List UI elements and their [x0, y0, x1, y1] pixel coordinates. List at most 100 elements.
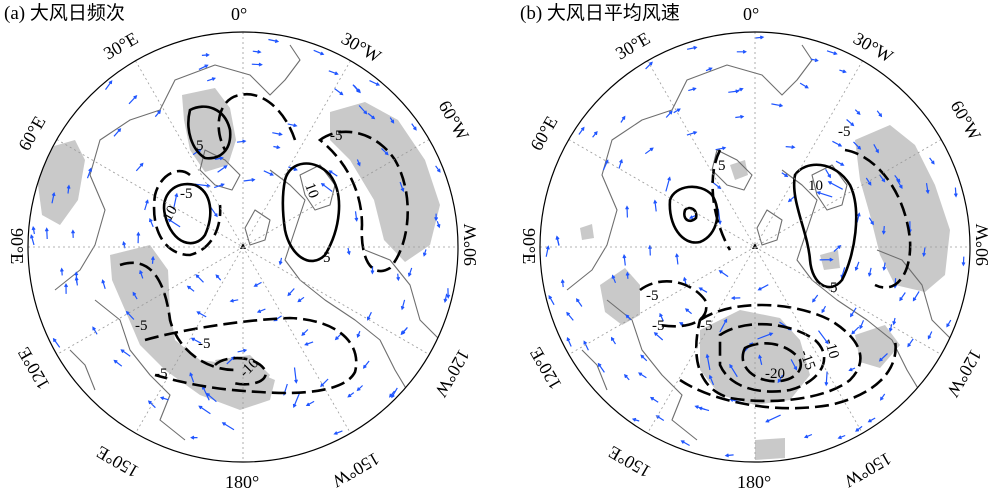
lon-label-90e: 90°E [519, 228, 539, 264]
wind-vector-arrow [876, 110, 883, 118]
wind-vector-arrow [354, 211, 359, 222]
wind-vector-arrow [273, 145, 281, 150]
wind-vector-arrow [205, 392, 217, 403]
wind-vector-arrow [268, 38, 280, 43]
wind-vector-arrow [625, 271, 630, 279]
wind-vector-arrow [446, 288, 451, 299]
wind-vector-arrow [755, 35, 765, 40]
wind-vector-arrow [367, 311, 372, 321]
wind-vector-arrow [622, 254, 627, 266]
lon-label-90w: 90°W [972, 224, 992, 266]
panel-a-map-boundary [27, 31, 459, 463]
wind-vector-arrow [101, 279, 106, 289]
lon-label-60w: 60°W [947, 97, 985, 144]
wind-vector-arrow [812, 294, 819, 303]
wind-vector-arrow [625, 205, 630, 218]
wind-vector-arrow [851, 326, 860, 335]
wind-vector-arrow [922, 247, 926, 257]
wind-vector-arrow [878, 353, 888, 362]
wind-vector-arrow [736, 87, 744, 92]
wind-vector-arrow [215, 274, 222, 281]
wind-vector-arrow [816, 191, 833, 198]
wind-vector-arrow [602, 159, 609, 171]
contour-label: -5 [652, 318, 665, 334]
wind-vector-arrow [620, 115, 626, 123]
wind-vector-arrow [819, 257, 834, 262]
wind-vector-arrow [790, 359, 797, 371]
wind-vector-arrow [201, 53, 210, 58]
wind-vector-arrow [243, 177, 256, 182]
wind-vector-arrow [135, 162, 144, 172]
wind-vector-arrow [818, 330, 829, 345]
wind-vector-arrow [362, 360, 370, 369]
wind-vector-arrow [825, 168, 831, 179]
contour-label: -20 [765, 366, 785, 382]
wind-vector-arrow [221, 422, 235, 431]
lon-label-60e: 60°E [14, 113, 49, 154]
wind-vector-arrow [356, 385, 364, 392]
wind-vector-arrow [881, 226, 886, 235]
wind-vector-arrow [827, 181, 843, 190]
panel-b-title: (b) 大风日平均风速 [520, 2, 680, 24]
wind-vector-arrow [855, 425, 863, 432]
wind-vector-arrow [929, 157, 935, 165]
wind-vector-arrow [346, 247, 351, 256]
wind-vector-arrow [214, 183, 225, 189]
wind-vector-arrow [592, 131, 598, 138]
wind-vector-arrow [66, 184, 71, 194]
wind-vector-arrow [555, 235, 560, 246]
wind-vector-arrow [859, 320, 865, 330]
wind-vector-arrow [644, 147, 654, 155]
wind-vector-arrow [566, 336, 572, 347]
wind-vector-arrow [649, 396, 659, 403]
wind-vector-arrow [256, 308, 266, 313]
lon-label-60w: 60°W [435, 97, 473, 144]
wind-vector-arrow [771, 103, 784, 108]
wind-vector-arrow [623, 374, 630, 381]
wind-vector-arrow [105, 80, 113, 90]
contour-label: 5 [718, 158, 726, 174]
wind-vector-arrow [645, 61, 653, 70]
wind-vector-arrow [333, 430, 343, 435]
wind-vector-arrow [854, 261, 860, 272]
wind-vector-arrow [217, 165, 228, 173]
wind-vector-arrow [407, 267, 413, 278]
wind-vector-arrow [781, 172, 789, 178]
panel-a-map [30, 38, 451, 441]
wind-vector-arrow [305, 400, 315, 406]
wind-vector-arrow [729, 363, 738, 378]
wind-vector-arrow [59, 267, 64, 276]
wind-vector-arrow [578, 126, 585, 135]
wind-vector-arrow [236, 139, 247, 144]
wind-vector-arrow [71, 229, 76, 238]
contour-label: -5 [318, 250, 331, 266]
wind-vector-arrow [597, 362, 605, 373]
lon-label-180: 180° [225, 472, 259, 492]
wind-vector-arrow [879, 174, 886, 183]
wind-vector-arrow [653, 332, 664, 341]
contour-label: -5 [330, 128, 343, 144]
wind-vector-arrow [356, 330, 361, 339]
wind-vector-arrow [846, 119, 855, 127]
panel-a-graticule [28, 32, 458, 462]
wind-vector-arrow [719, 318, 728, 333]
wind-vector-arrow [655, 415, 665, 422]
wind-vector-arrow [196, 311, 207, 318]
wind-vector-arrow [665, 110, 673, 118]
wind-vector-arrow [320, 378, 329, 388]
wind-vector-arrow [272, 132, 283, 136]
wind-vector-arrow [927, 331, 933, 340]
wind-vector-arrow [189, 372, 195, 383]
wind-vector-arrow [52, 337, 61, 348]
contour-label: -5 [646, 288, 659, 304]
contour-label: -5 [198, 336, 211, 352]
wind-vector-arrow [907, 338, 914, 348]
wind-vector-arrow [64, 283, 69, 294]
wind-vector-arrow [113, 359, 123, 367]
wind-vector-arrow [631, 417, 640, 422]
contour-label: -10 [821, 337, 842, 360]
wind-vector-arrow [334, 334, 341, 341]
wind-vector-arrow [686, 45, 698, 50]
lon-label-30e: 30°E [612, 28, 653, 63]
